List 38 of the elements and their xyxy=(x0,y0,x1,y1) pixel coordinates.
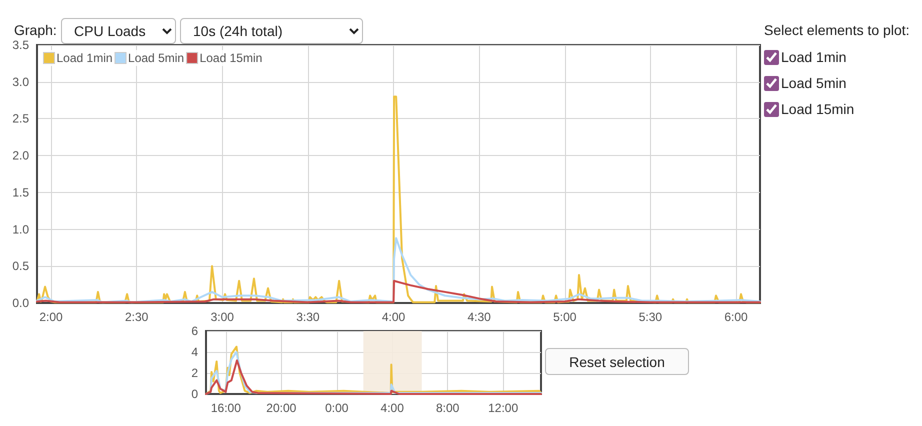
x-tick-label: 4:00 xyxy=(382,310,406,324)
x-tick-label: 6:00 xyxy=(724,310,748,324)
x-tick-label: 4:30 xyxy=(467,310,492,324)
button: Reset selection xyxy=(545,348,689,375)
y-tick-label: 2 xyxy=(191,366,198,380)
y-tick-label: 0 xyxy=(191,387,198,401)
x-tick-label: 12:00 xyxy=(488,401,518,415)
y-tick-label: 1.5 xyxy=(12,185,30,200)
legend-label: Load 1min xyxy=(56,51,113,65)
y-tick-label: 0.5 xyxy=(12,259,30,274)
dropdown: CPU Loads xyxy=(61,18,176,44)
x-tick-label: 3:30 xyxy=(296,310,320,324)
dropdown: 10s (24h total) xyxy=(180,18,363,44)
x-tick-label: 5:00 xyxy=(553,310,577,324)
y-tick-label: 0.0 xyxy=(12,296,30,310)
text: Load 1min xyxy=(781,49,846,65)
x-tick-label: 5:30 xyxy=(638,310,662,324)
text: Load 15min xyxy=(781,101,854,117)
x-tick-label: 0:00 xyxy=(325,401,349,415)
x-tick-label: 16:00 xyxy=(210,401,242,415)
y-tick-label: 1.0 xyxy=(12,222,30,236)
x-tick-label: 2:00 xyxy=(39,310,64,324)
x-tick-label: 3:00 xyxy=(210,310,234,324)
y-tick-label: 3.0 xyxy=(12,74,30,89)
y-tick-label: 4 xyxy=(191,345,198,359)
text: Select elements to plot: xyxy=(764,22,910,38)
y-tick-label: 6 xyxy=(191,324,198,338)
x-tick-label: 2:30 xyxy=(124,310,149,324)
y-tick-label: 2.0 xyxy=(12,148,30,163)
y-tick-label: 3.5 xyxy=(12,38,30,52)
text: Load 5min xyxy=(781,75,846,91)
y-tick-label: 2.5 xyxy=(12,112,30,126)
legend-label: Load 15min xyxy=(200,51,262,65)
x-tick-label: 20:00 xyxy=(266,401,297,415)
text: Graph: xyxy=(14,22,57,38)
x-tick-label: 4:00 xyxy=(380,401,404,415)
legend-label: Load 5min xyxy=(128,51,184,65)
x-tick-label: 8:00 xyxy=(436,401,460,415)
